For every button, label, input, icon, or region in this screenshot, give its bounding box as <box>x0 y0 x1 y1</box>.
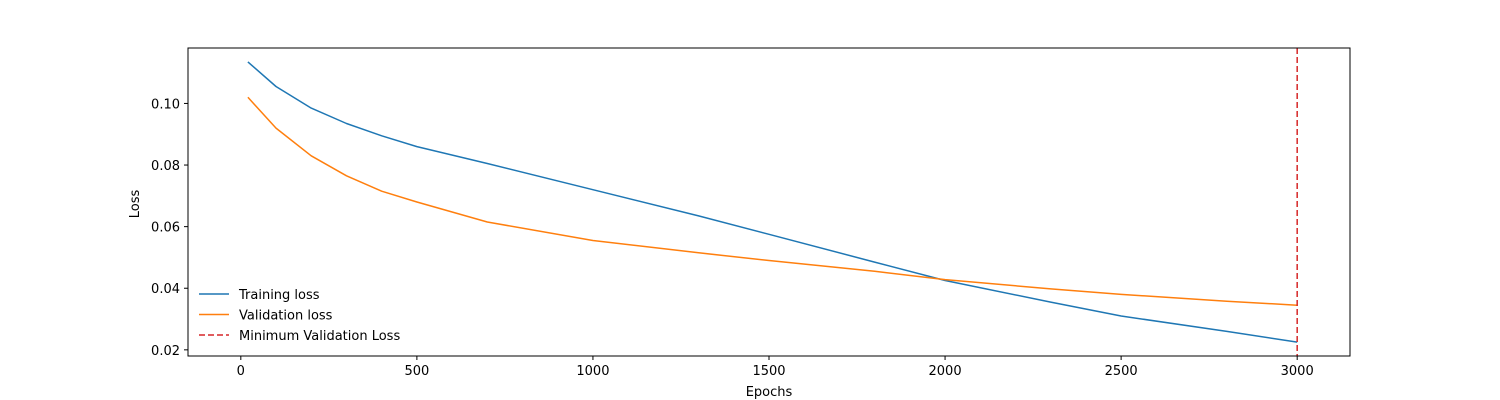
legend-label: Validation loss <box>239 309 333 324</box>
y-tick-label: 0.08 <box>151 159 180 174</box>
y-tick-label: 0.04 <box>151 282 180 297</box>
y-tick-label: 0.06 <box>151 221 180 236</box>
x-tick-label: 2000 <box>929 364 962 379</box>
y-axis: 0.02 0.04 0.06 0.08 0.10 <box>151 97 188 359</box>
x-tick-label: 3000 <box>1281 364 1314 379</box>
x-axis-label: Epochs <box>746 385 793 400</box>
legend-label: Minimum Validation Loss <box>239 329 400 344</box>
x-tick-label: 0 <box>237 364 245 379</box>
series-line-validation-loss <box>247 96 1298 306</box>
x-tick-label: 1500 <box>752 364 785 379</box>
plot-frame <box>187 47 1351 357</box>
x-tick-label: 2500 <box>1105 364 1138 379</box>
legend-label: Training loss <box>238 288 320 303</box>
plot-area <box>247 48 1298 356</box>
series-line-training-loss <box>247 61 1298 343</box>
y-axis-label: Loss <box>128 190 143 219</box>
x-tick-label: 500 <box>404 364 429 379</box>
legend: Training loss Validation loss Minimum Vali… <box>199 288 400 344</box>
y-tick-label: 0.02 <box>151 344 180 359</box>
x-axis: 0 500 1000 1500 2000 2500 3000 <box>237 356 1314 379</box>
y-tick-label: 0.10 <box>151 97 180 112</box>
x-tick-label: 1000 <box>576 364 609 379</box>
